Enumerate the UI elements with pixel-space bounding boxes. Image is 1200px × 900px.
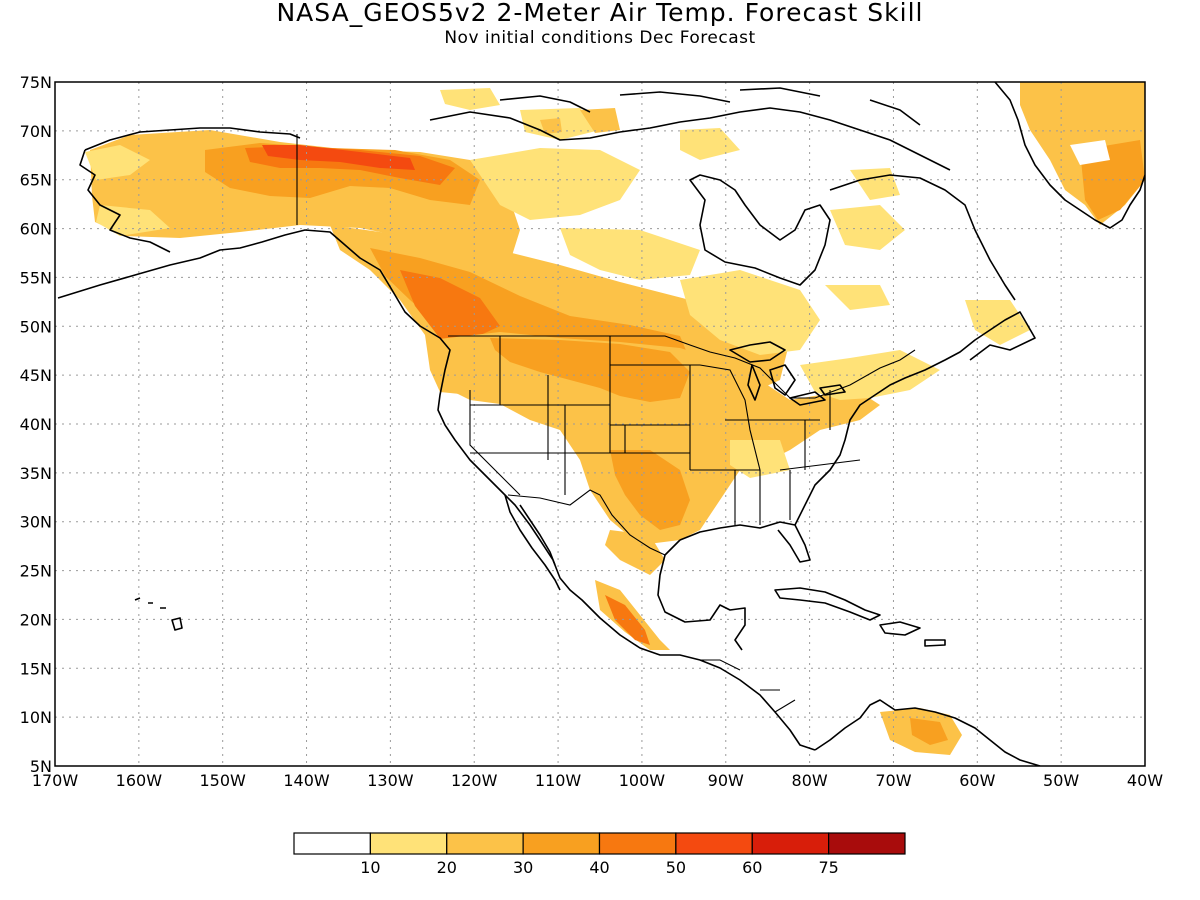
colorbar-swatch — [522, 832, 601, 855]
skill-region-alaska-light — [85, 145, 170, 236]
y-tick-label: 55N — [20, 268, 52, 287]
colorbar-label: 30 — [513, 858, 533, 877]
y-tick-label: 45N — [20, 366, 52, 385]
x-tick-label: 150W — [200, 771, 247, 790]
colorbar-label: 60 — [742, 858, 762, 877]
coastline-hudson-bay — [689, 174, 831, 286]
plot-frame — [54, 81, 1146, 767]
coastline-greenland — [994, 82, 1145, 229]
skill-region-east-coast-light — [730, 350, 940, 478]
colorbar-swatch — [369, 832, 448, 855]
border-us-mexico — [507, 489, 666, 556]
skill-region-central-canada-light — [470, 148, 700, 280]
coastline-great-lakes — [729, 341, 846, 406]
colorbar-swatch — [293, 832, 371, 855]
border-central-america — [700, 659, 796, 713]
x-tick-label: 110W — [535, 771, 582, 790]
x-axis-ticks: 170W 160W 150W 140W 130W 120W 110W 100W 90W 80W 70… — [32, 771, 1163, 790]
coastline-west — [57, 229, 816, 751]
colorbar-label: 75 — [818, 858, 838, 877]
colorbar-label: 40 — [589, 858, 609, 877]
skill-region-arctic-orange — [540, 108, 620, 134]
coastlines — [57, 82, 1145, 766]
skill-region-mexico-peak — [605, 595, 650, 645]
coastline-cuba — [774, 587, 881, 621]
coastline-baja — [504, 494, 561, 591]
colorbar-label: 50 — [666, 858, 686, 877]
skill-region-texas-coast — [605, 530, 665, 575]
skill-region-nw-canada-max — [262, 145, 415, 170]
x-tick-label: 40W — [1127, 771, 1163, 790]
y-tick-label: 65N — [20, 171, 52, 190]
political-borders — [296, 134, 916, 713]
y-tick-label: 5N — [30, 757, 52, 776]
skill-region-northern-plains-core — [490, 338, 690, 402]
skill-region-bc-peak — [400, 270, 500, 352]
x-tick-label: 70W — [875, 771, 911, 790]
skill-region-hudson-light — [680, 205, 905, 355]
colorbar-swatch — [751, 832, 830, 855]
colorbar-swatch — [446, 832, 524, 855]
coastline-alaska-north — [84, 127, 301, 151]
coastline-labrador — [829, 174, 1016, 301]
skill-colorbar: 10 20 30 40 50 60 75 — [293, 832, 906, 877]
coastline-east — [794, 311, 1036, 526]
map-subtitle: Nov initial conditions Dec Forecast — [444, 28, 756, 48]
skill-region-greenland-hole — [1070, 140, 1110, 165]
skill-region-southern-plains — [610, 450, 690, 530]
coastline-alaska-west — [79, 149, 171, 253]
x-tick-label: 50W — [1043, 771, 1079, 790]
x-tick-label: 90W — [708, 771, 744, 790]
x-tick-label: 170W — [32, 771, 79, 790]
skill-shading — [85, 82, 1145, 755]
y-tick-label: 15N — [20, 659, 52, 678]
skill-region-venezuela-core — [910, 718, 948, 745]
coastline-south-america — [814, 699, 1041, 766]
y-tick-label: 35N — [20, 464, 52, 483]
y-tick-label: 50N — [20, 317, 52, 336]
y-axis-ticks: 5N 10N 15N 20N 25N 30N 35N 40N 45N 50N 55N 60N 65N 70… — [20, 73, 52, 776]
x-tick-label: 80W — [792, 771, 828, 790]
colorbar-label: 10 — [360, 858, 380, 877]
coastline-arctic — [429, 87, 951, 171]
border-us-states — [469, 336, 861, 525]
x-tick-label: 130W — [367, 771, 414, 790]
y-tick-label: 10N — [20, 708, 52, 727]
y-tick-label: 25N — [20, 562, 52, 581]
x-tick-label: 60W — [959, 771, 995, 790]
colorbar-swatch — [598, 832, 677, 855]
coastline-gulf — [657, 521, 811, 651]
skill-region-northern-plains — [430, 332, 880, 545]
x-tick-label: 140W — [283, 771, 330, 790]
colorbar-swatch — [675, 832, 753, 855]
y-tick-label: 75N — [20, 73, 52, 92]
colorbar-swatch — [828, 832, 906, 855]
y-tick-label: 70N — [20, 122, 52, 141]
colorbar-label: 20 — [437, 858, 457, 877]
x-tick-label: 100W — [619, 771, 666, 790]
border-us-canada — [448, 335, 916, 399]
y-tick-label: 20N — [20, 610, 52, 629]
y-tick-label: 60N — [20, 220, 52, 239]
x-tick-label: 120W — [451, 771, 498, 790]
x-tick-label: 160W — [116, 771, 163, 790]
y-tick-label: 40N — [20, 415, 52, 434]
y-tick-label: 30N — [20, 513, 52, 532]
coastline-hawaii — [134, 597, 183, 631]
coastline-hispaniola — [879, 621, 946, 647]
map-title: NASA_GEOS5v2 2-Meter Air Temp. Forecast … — [276, 0, 924, 27]
